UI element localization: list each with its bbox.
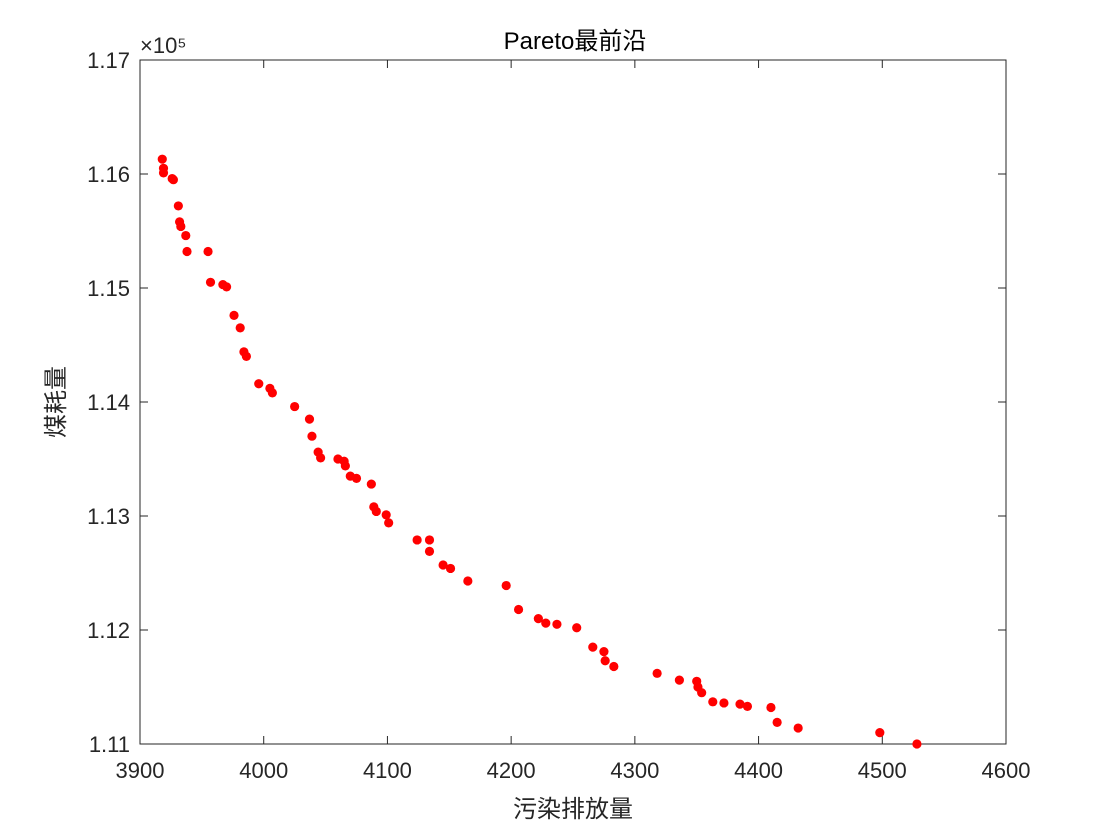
data-point [173, 201, 183, 211]
data-point [438, 560, 448, 570]
data-point [205, 277, 216, 287]
data-point [307, 431, 317, 441]
data-point [316, 453, 326, 463]
data-point [267, 388, 277, 398]
x-tick-label: 4100 [363, 758, 412, 783]
data-point [351, 473, 362, 483]
data-point [674, 675, 684, 685]
data-point [176, 221, 186, 232]
data-point [254, 379, 264, 389]
y-axis-title: 煤耗量 [43, 366, 70, 438]
data-point [168, 175, 179, 185]
data-point [463, 576, 473, 586]
data-point [609, 661, 619, 672]
data-point [381, 510, 391, 520]
data-point [241, 351, 251, 361]
x-tick-label: 4400 [734, 758, 783, 783]
data-point [766, 702, 776, 713]
plot-area [139, 59, 1007, 745]
x-tick-label: 3900 [116, 758, 165, 783]
y-exponent-label: ×10⁵ [140, 33, 186, 58]
data-point [424, 546, 435, 556]
y-tick-label: 1.15 [87, 276, 130, 301]
data-point [501, 580, 511, 591]
y-tick-label: 1.11 [89, 732, 130, 757]
data-point [599, 647, 609, 657]
data-point [371, 506, 381, 517]
data-point [513, 604, 524, 615]
data-point [600, 656, 610, 666]
x-tick-label: 4500 [858, 758, 907, 783]
data-point [742, 701, 753, 711]
x-tick-label: 4600 [982, 758, 1031, 783]
y-tick-label: 1.17 [87, 48, 130, 73]
data-point [158, 168, 169, 178]
data-point [182, 246, 192, 257]
data-points [157, 154, 922, 749]
y-tick-label: 1.14 [87, 390, 130, 415]
data-point [541, 618, 551, 628]
data-point [384, 518, 394, 528]
data-point [222, 282, 232, 292]
data-point [157, 154, 167, 164]
data-point [572, 623, 582, 633]
x-axis: 3900 4000 4100 4200 4300 4400 4500 4600 [116, 60, 1031, 783]
data-point [229, 310, 239, 320]
data-point [652, 668, 662, 678]
data-point [772, 717, 782, 727]
data-point [366, 479, 376, 489]
y-tick-label: 1.13 [87, 504, 130, 529]
data-point [875, 728, 885, 738]
data-point [735, 699, 745, 709]
data-point [290, 401, 300, 412]
data-point [424, 535, 435, 545]
data-point [719, 698, 729, 708]
data-point [552, 619, 562, 629]
x-tick-label: 4200 [487, 758, 536, 783]
data-point [445, 563, 456, 574]
data-point [588, 642, 598, 652]
x-tick-label: 4000 [239, 758, 288, 783]
data-point [203, 246, 213, 257]
data-point [793, 723, 803, 733]
x-tick-label: 4300 [610, 758, 659, 783]
data-point [304, 414, 315, 424]
y-tick-label: 1.12 [87, 618, 130, 643]
data-point [708, 697, 718, 707]
data-point [181, 230, 191, 241]
y-tick-label: 1.16 [87, 162, 130, 187]
x-axis-title: 污染排放量 [513, 796, 633, 823]
data-point [235, 323, 245, 333]
data-point [533, 614, 543, 624]
data-point [912, 739, 922, 749]
data-point [340, 461, 350, 471]
chart-title: Pareto最前沿 [504, 28, 647, 55]
y-axis: 1.11 1.12 1.13 1.14 1.15 1.16 1.17 [87, 48, 1006, 757]
data-point [412, 535, 422, 545]
data-point [697, 688, 707, 698]
